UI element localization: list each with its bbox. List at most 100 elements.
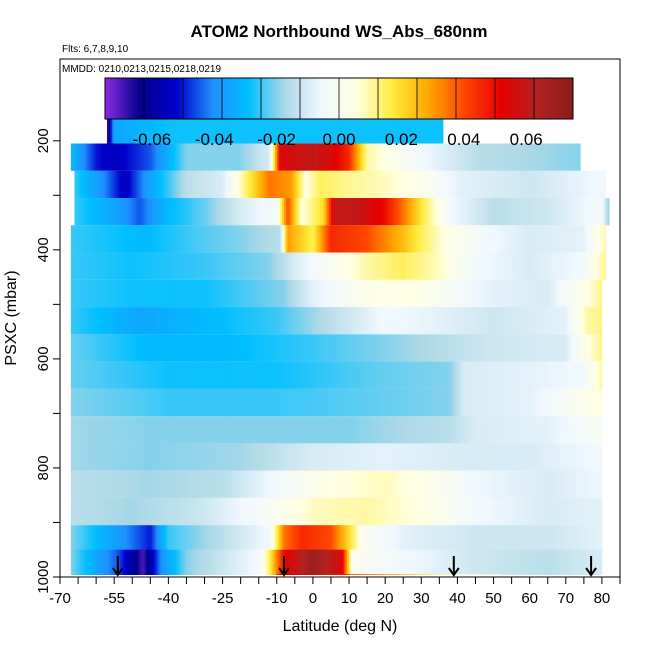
heatmap-cell bbox=[303, 525, 307, 553]
heatmap-cell bbox=[415, 525, 419, 553]
heatmap-cell bbox=[513, 443, 516, 471]
heatmap-cell bbox=[314, 416, 317, 444]
heatmap-cell bbox=[119, 307, 122, 335]
heatmap-cell bbox=[294, 334, 298, 362]
heatmap-cell bbox=[311, 497, 314, 526]
heatmap-cell bbox=[143, 252, 146, 280]
heatmap-cell bbox=[486, 470, 489, 498]
heatmap-cell bbox=[545, 361, 549, 389]
heatmap-cell bbox=[134, 388, 137, 417]
heatmap-cell bbox=[318, 416, 321, 444]
heatmap-cell bbox=[403, 470, 406, 498]
heatmap-cell bbox=[173, 361, 177, 389]
heatmap-cell bbox=[565, 225, 569, 253]
heatmap-cell bbox=[394, 225, 397, 253]
heatmap-cell bbox=[500, 279, 503, 308]
heatmap-cell bbox=[197, 279, 200, 308]
heatmap-cell bbox=[419, 279, 422, 308]
heatmap-cell bbox=[327, 388, 330, 417]
heatmap-cell bbox=[264, 525, 267, 553]
heatmap-cell bbox=[410, 252, 413, 280]
heatmap-cell bbox=[545, 170, 549, 199]
heatmap-cell bbox=[173, 170, 177, 199]
heatmap-cell bbox=[300, 497, 303, 526]
heatmap-cell bbox=[280, 143, 283, 171]
heatmap-cell bbox=[181, 525, 184, 553]
heatmap-cell bbox=[99, 470, 102, 498]
heatmap-cell bbox=[330, 116, 334, 144]
heatmap-cell bbox=[538, 497, 541, 526]
heatmap-cell bbox=[105, 361, 108, 389]
heatmap-cell bbox=[246, 198, 249, 226]
heatmap-cell bbox=[224, 116, 227, 144]
heatmap-cell bbox=[316, 416, 319, 444]
heatmap-cell bbox=[298, 525, 301, 553]
heatmap-cell bbox=[417, 143, 420, 171]
heatmap-cell bbox=[309, 525, 312, 553]
heatmap-cell bbox=[92, 307, 95, 335]
heatmap-cell bbox=[162, 307, 166, 335]
heatmap-cell bbox=[134, 334, 137, 362]
heatmap-cell bbox=[314, 361, 317, 389]
heatmap-cell bbox=[323, 279, 326, 308]
heatmap-cell bbox=[276, 198, 279, 226]
heatmap-cell bbox=[417, 279, 420, 308]
heatmap-cell bbox=[527, 252, 531, 280]
heatmap-cell bbox=[318, 470, 321, 498]
heatmap-cell bbox=[206, 279, 209, 308]
heatmap-cell bbox=[354, 170, 357, 199]
heatmap-cell bbox=[237, 252, 240, 280]
heatmap-cell bbox=[526, 549, 529, 575]
heatmap-cell bbox=[405, 388, 408, 417]
heatmap-cell bbox=[195, 252, 198, 280]
heatmap-cell bbox=[432, 252, 435, 280]
heatmap-cell bbox=[338, 470, 341, 498]
heatmap-cell bbox=[320, 116, 323, 144]
heatmap-cell bbox=[517, 497, 520, 526]
heatmap-cell bbox=[238, 279, 242, 308]
heatmap-cell bbox=[256, 225, 260, 253]
heatmap-cell bbox=[121, 443, 124, 471]
heatmap-cell bbox=[553, 388, 556, 417]
heatmap-cell bbox=[361, 574, 364, 575]
heatmap-cell bbox=[358, 470, 361, 498]
heatmap-cell bbox=[509, 252, 513, 280]
heatmap-cell bbox=[314, 443, 317, 471]
heatmap-cell bbox=[218, 549, 222, 575]
heatmap-cell bbox=[282, 416, 285, 444]
heatmap-cell bbox=[406, 361, 410, 389]
heatmap-cell bbox=[495, 497, 498, 526]
heatmap-cell bbox=[513, 361, 516, 389]
heatmap-cell bbox=[585, 388, 588, 417]
heatmap-cell bbox=[327, 443, 330, 471]
heatmap-cell bbox=[110, 497, 113, 526]
heatmap-cell bbox=[573, 443, 576, 471]
heatmap-cell bbox=[320, 170, 323, 199]
heatmap-cell bbox=[265, 497, 269, 526]
heatmap-cell bbox=[518, 225, 522, 253]
heatmap-cell bbox=[83, 252, 86, 280]
heatmap-cell bbox=[233, 225, 236, 253]
heatmap-cell bbox=[388, 279, 391, 308]
heatmap-cell bbox=[83, 525, 86, 553]
heatmap-cell bbox=[479, 549, 482, 575]
heatmap-cell bbox=[343, 443, 346, 471]
heatmap-cell bbox=[547, 225, 550, 253]
heatmap-cell bbox=[269, 198, 272, 226]
heatmap-cell bbox=[193, 170, 196, 199]
heatmap-cell bbox=[377, 388, 381, 417]
heatmap-cell bbox=[132, 549, 135, 575]
heatmap-cell bbox=[338, 388, 341, 417]
heatmap-cell bbox=[587, 170, 590, 199]
heatmap-cell bbox=[408, 574, 411, 575]
heatmap-cell bbox=[493, 225, 496, 253]
heatmap-cell bbox=[433, 470, 437, 498]
heatmap-cell bbox=[103, 170, 106, 199]
heatmap-cell bbox=[452, 525, 455, 553]
heatmap-cell bbox=[303, 549, 307, 575]
heatmap-cell bbox=[307, 361, 310, 389]
heatmap-cell bbox=[119, 470, 122, 498]
heatmap-cell bbox=[112, 334, 115, 362]
heatmap-cell bbox=[271, 443, 274, 471]
heatmap-cell bbox=[437, 574, 440, 575]
